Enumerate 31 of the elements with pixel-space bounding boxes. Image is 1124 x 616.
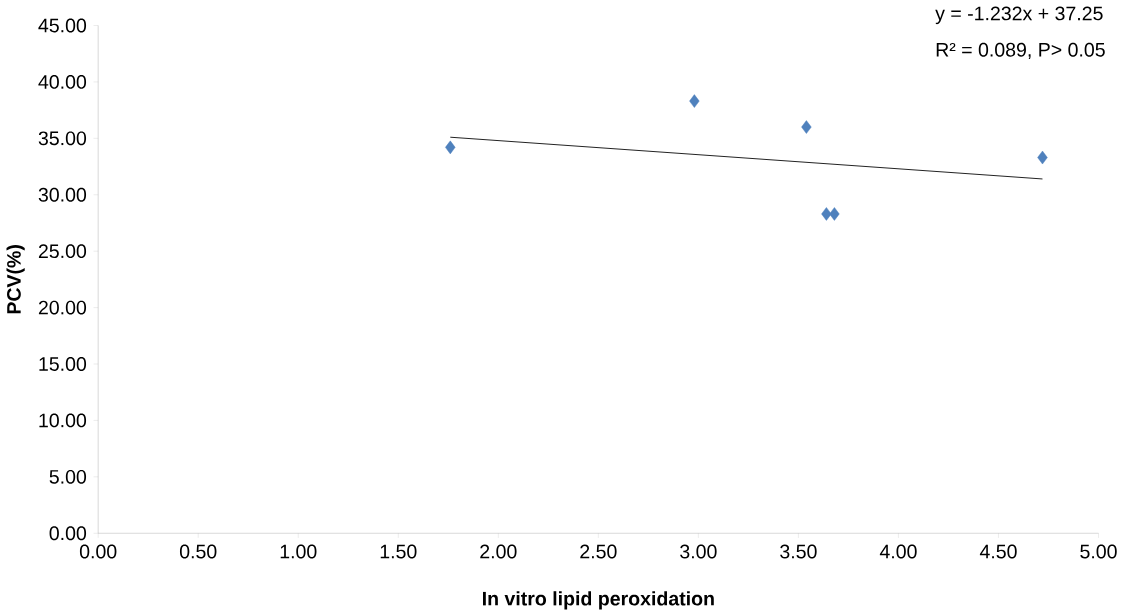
x-tick-label: 1.50	[380, 544, 417, 559]
point	[689, 94, 700, 108]
y-tick-label: 0.00	[49, 526, 87, 541]
y-tick-label: 15.00	[39, 357, 87, 371]
y-tick-label: 25.00	[38, 244, 87, 259]
point	[1037, 150, 1048, 165]
y-tick-label: 35.00	[38, 131, 87, 146]
y-tick-label: 10.00	[39, 413, 87, 428]
x-tick-label: 1.00	[280, 544, 317, 559]
y-axis-title: PCV(%)	[6, 245, 25, 314]
x-tick-label: 0.50	[179, 544, 217, 559]
y-tick-label: 30.00	[38, 187, 87, 202]
point	[821, 207, 832, 221]
point	[445, 140, 456, 155]
x-tick-label: 3.00	[680, 544, 717, 559]
x-tick-label: 4.00	[879, 544, 917, 559]
point	[801, 120, 812, 134]
text: y = -1.232x + 37.25	[935, 6, 1103, 25]
y-tick-label: 20.00	[38, 300, 87, 315]
y-tick-label: 45.00	[38, 18, 87, 33]
x-tick-label: 3.50	[780, 544, 817, 559]
x-axis-title: In vitro lipid peroxidation	[483, 591, 714, 610]
x-tick-label: 2.50	[580, 544, 617, 559]
x-tick-label: 0.00	[79, 544, 117, 559]
x-tick-label: 2.00	[480, 544, 517, 559]
x-tick-label: 5.00	[1080, 544, 1117, 559]
x-tick-label: 4.50	[979, 544, 1017, 559]
y-tick-label: 5.00	[49, 469, 87, 484]
annotation: R² = 0.089, P> 0.05	[936, 42, 1105, 59]
point	[829, 207, 840, 221]
y-tick-label: 40.00	[38, 75, 87, 89]
